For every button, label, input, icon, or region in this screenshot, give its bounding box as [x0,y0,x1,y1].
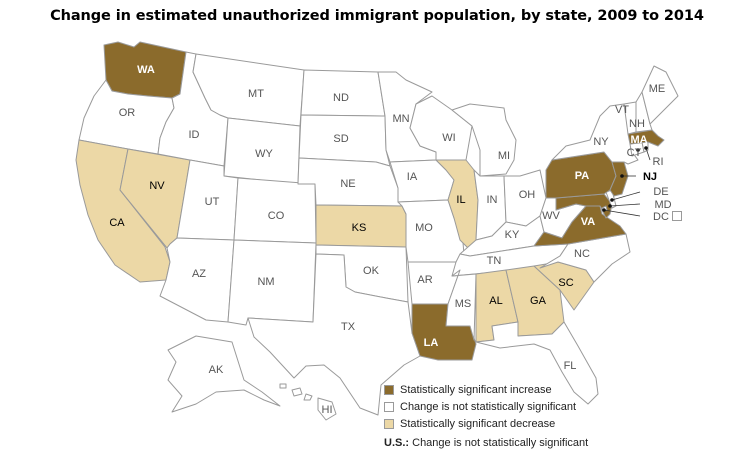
state-MA [627,129,665,147]
label-ND: ND [333,92,349,104]
label-FL: FL [564,360,577,372]
legend-swatch-no-change [384,401,394,412]
label-MT: MT [248,88,264,100]
state-IL [435,159,479,249]
state-ME [641,65,679,125]
legend-item-decrease: Statistically significant decrease [384,415,576,432]
label-MS: MS [455,298,472,310]
leader-dots [602,146,648,212]
label-NC: NC [574,248,590,260]
label-UT: UT [205,196,220,208]
state-HI [279,383,337,421]
label-NM: NM [257,276,274,288]
label-MD: MD [654,199,671,211]
us-note-text: Change is not statistically significant [409,437,589,449]
label-OR: OR [119,107,136,119]
label-NE: NE [340,178,355,190]
dc-status-box [672,211,682,221]
legend-label-no-change: Change is not statistically significant [400,400,577,413]
label-AK: AK [209,364,224,376]
label-LA: LA [424,337,439,349]
label-CO: CO [268,210,285,222]
label-VT: VT [615,104,629,116]
label-MN: MN [392,113,409,125]
label-WA: WA [137,64,155,76]
leader-lines [603,147,651,217]
label-KY: KY [505,229,520,241]
label-ME: ME [649,83,666,95]
label-NY: NY [593,136,609,148]
label-NH: NH [629,118,645,130]
legend-item-no-change: Change is not statistically significant [384,398,576,415]
state-AZ [159,237,235,323]
label-PA: PA [575,170,590,182]
label-ID: ID [189,129,200,141]
state-AK [167,335,281,413]
label-IL: IL [456,194,465,206]
map-title: Change in estimated unauthorized immigra… [50,8,704,24]
label-DC: DC [653,211,669,223]
state-MD [555,193,613,219]
legend-label-decrease: Statistically significant decrease [400,417,556,430]
state-MI [451,103,517,177]
label-AR: AR [417,274,432,286]
label-CT: CT [627,147,642,159]
label-VA: VA [581,216,596,228]
label-HI: HI [322,404,333,416]
label-CA: CA [109,217,125,229]
legend-label-increase: Statistically significant increase [400,383,552,396]
label-IN: IN [487,194,498,206]
legend-item-increase: Statistically significant increase [384,381,576,398]
state-NJ [609,161,629,197]
us-note-prefix: U.S.: [384,437,410,449]
label-SD: SD [333,133,348,145]
label-WI: WI [442,132,455,144]
legend: Statistically significant increase Chang… [384,381,576,432]
label-TX: TX [341,321,356,333]
label-AL: AL [489,295,502,307]
label-IA: IA [407,171,418,183]
label-GA: GA [530,295,547,307]
state-FL [475,321,599,405]
label-MA: MA [630,134,647,146]
label-RI: RI [653,156,664,168]
legend-swatch-decrease [384,418,394,429]
label-MI: MI [498,150,510,162]
label-NJ: NJ [643,171,657,183]
label-WY: WY [255,148,273,160]
label-KS: KS [352,222,367,234]
state-NC [539,233,631,283]
label-MO: MO [415,222,433,234]
label-OK: OK [363,265,380,277]
us-note: U.S.: Change is not statistically signif… [384,437,588,449]
state-VA [533,205,627,247]
label-DE: DE [653,186,668,198]
label-SC: SC [558,277,573,289]
label-TN: TN [487,255,502,267]
state-NH [635,91,653,133]
label-OH: OH [519,189,536,201]
state-TX [247,253,421,416]
legend-swatch-increase [384,384,394,395]
label-WV: WV [542,210,560,222]
label-NV: NV [149,180,165,192]
label-AZ: AZ [192,268,206,280]
state-labels: WA OR CA NV ID MT WY UT AZ CO NM ND SD N… [109,64,671,416]
